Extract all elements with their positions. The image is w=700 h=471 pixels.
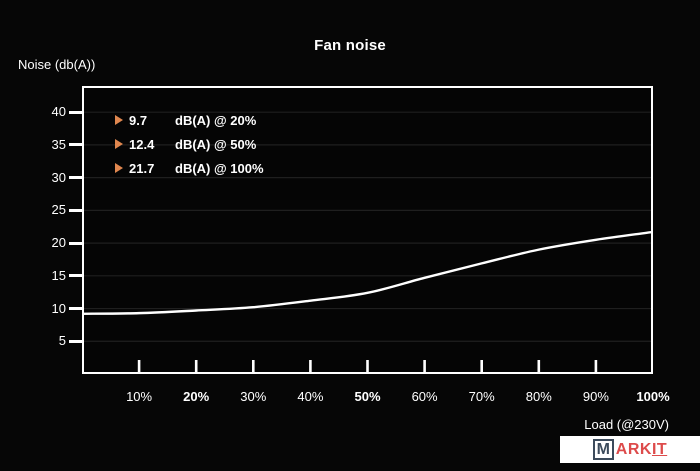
legend-value: 21.7: [129, 160, 155, 176]
y-tick-mark: [69, 110, 82, 114]
x-tick-label: 100%: [636, 389, 670, 404]
legend-desc: dB(A) @ 100%: [175, 160, 264, 176]
y-tick-label: 35: [51, 136, 66, 152]
legend-value: 12.4: [129, 136, 155, 152]
y-tick-label: 10: [51, 300, 66, 316]
y-tick-mark: [69, 339, 82, 343]
x-tick-label: 40%: [297, 389, 324, 404]
fan-noise-curve: [82, 230, 653, 315]
legend-arrow-icon: [115, 163, 123, 173]
legend-arrow-icon: [115, 139, 123, 149]
legend-desc: dB(A) @ 50%: [175, 136, 257, 152]
x-tick-label: 20%: [183, 389, 210, 404]
x-tick-label: 50%: [354, 389, 381, 404]
legend-item: 21.7 dB(A) @ 100%: [115, 156, 264, 180]
y-tick-mark: [69, 143, 82, 147]
y-tick-mark: [69, 176, 82, 180]
y-tick-mark: [69, 241, 82, 245]
legend-arrow-icon: [115, 115, 123, 125]
y-tick-mark: [69, 274, 82, 278]
y-tick-label: 15: [51, 267, 66, 283]
x-tick-label: 30%: [240, 389, 267, 404]
x-tick-label: 80%: [525, 389, 552, 404]
y-tick-label: 30: [51, 169, 66, 185]
x-tick-label: 10%: [126, 389, 153, 404]
x-tick-label: 90%: [582, 389, 609, 404]
chart-title: Fan noise: [314, 37, 386, 54]
plot-border: [82, 86, 653, 374]
markit-logo-text: ARKIT: [615, 440, 668, 458]
y-axis-label: Noise (db(A)): [18, 57, 96, 72]
legend-value: 9.7: [129, 112, 148, 128]
markit-watermark: M ARKIT: [560, 436, 700, 463]
x-tick-label: 70%: [468, 389, 495, 404]
y-tick-label: 40: [51, 104, 66, 120]
legend-desc: dB(A) @ 20%: [175, 112, 257, 128]
x-tick-label: 60%: [411, 389, 438, 404]
x-axis-label: Load (@230V): [584, 417, 669, 432]
legend-item: 9.7 dB(A) @ 20%: [115, 108, 264, 132]
plot-svg: [82, 86, 653, 374]
y-tick-label: 25: [51, 202, 66, 218]
plot-area: 9.7 dB(A) @ 20% 12.4 dB(A) @ 50% 21.7 dB…: [82, 86, 653, 374]
y-tick-mark: [69, 208, 82, 212]
y-tick-mark: [69, 307, 82, 311]
y-tick-label: 5: [58, 333, 66, 349]
y-tick-label: 20: [51, 235, 66, 251]
legend-item: 12.4 dB(A) @ 50%: [115, 132, 264, 156]
markit-logo-m-icon: M: [592, 439, 614, 460]
legend: 9.7 dB(A) @ 20% 12.4 dB(A) @ 50% 21.7 dB…: [115, 108, 264, 180]
